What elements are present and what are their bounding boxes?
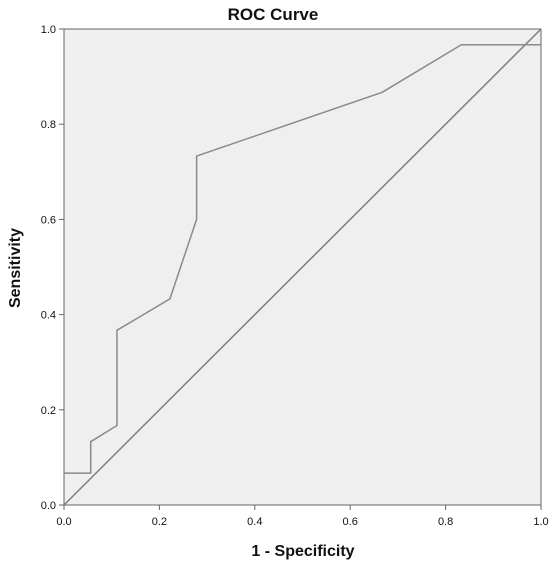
reference-line-layer [63,28,542,506]
y-tick-label: 0.2 [41,405,56,417]
x-tick-label: 0.2 [152,516,167,528]
y-tick-label: 0.0 [41,500,56,512]
roc-curve-layer [64,43,541,474]
y-axis-ticks: 0.0 0.2 0.4 0.6 0.8 1.0 [41,24,64,512]
y-tick-label: 0.6 [41,214,56,226]
x-tick-label: 0.0 [56,516,71,528]
x-tick-label: 0.6 [343,516,358,528]
x-tick-label: 0.4 [247,516,262,528]
roc-curve-line [64,43,541,474]
diagonal-reference-line [63,28,542,506]
x-axis-ticks: 0.0 0.2 0.4 0.6 0.8 1.0 [56,505,549,528]
x-tick-label: 1.0 [533,516,548,528]
y-axis-label: Sensitivity [7,228,24,308]
y-tick-label: 0.4 [41,310,56,322]
y-tick-label: 0.8 [41,119,56,131]
chart-title: ROC Curve [228,5,319,24]
x-tick-label: 0.8 [438,516,453,528]
x-axis-label: 1 - Specificity [251,543,354,560]
y-tick-label: 1.0 [41,24,56,36]
